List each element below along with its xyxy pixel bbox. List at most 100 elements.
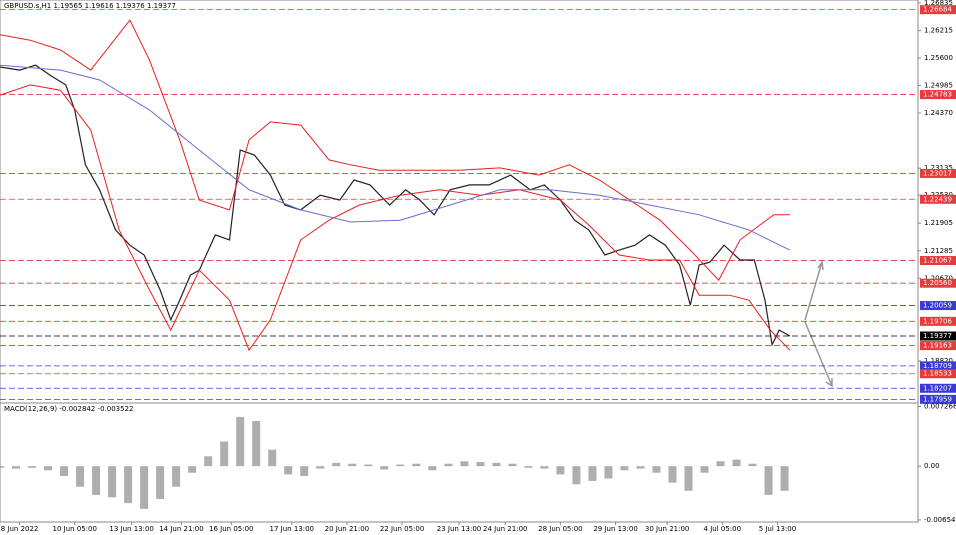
histogram-bar (28, 466, 37, 468)
level-label: 1.26684 (923, 6, 952, 14)
level-label: 1.21067 (923, 257, 952, 265)
level-label: 1.20560 (923, 279, 952, 287)
x-tick-label: 22 Jun 05:00 (380, 525, 424, 533)
histogram-bar (444, 463, 453, 467)
level-box (920, 394, 956, 404)
level-label: 1.24783 (923, 91, 952, 99)
histogram-bar (204, 456, 213, 467)
histogram-bar (684, 466, 693, 491)
level-box (920, 278, 956, 288)
level-box (920, 256, 956, 266)
histogram-bar (220, 441, 229, 467)
level-box (920, 301, 956, 311)
histogram-bar (524, 466, 533, 468)
histogram-bar (252, 421, 261, 467)
level-box (920, 5, 956, 15)
level-label: 1.22439 (923, 195, 952, 203)
y-tick-label: 1.24985 (924, 82, 953, 90)
y-tick-label: 1.23135 (924, 164, 953, 172)
histogram-bar (764, 466, 773, 495)
y-tick-label: 1.25600 (924, 54, 953, 62)
chart-title: GBPUSD.s,H1 1.19565 1.19616 1.19376 1.19… (4, 2, 176, 10)
histogram-bar (588, 466, 597, 481)
histogram-bar (460, 461, 469, 467)
histogram-bar (268, 449, 277, 467)
forecast-arrows (804, 259, 833, 388)
level-label: 1.18533 (923, 370, 952, 378)
x-tick-label: 20 Jun 21:00 (325, 525, 369, 533)
level-label: 1.19706 (923, 317, 952, 325)
x-tick-label: 10 Jun 05:00 (52, 525, 96, 533)
histogram-bar (748, 463, 757, 467)
x-tick-label: 14 Jun 21:00 (159, 525, 203, 533)
histogram-bar (12, 466, 21, 469)
histogram-bar (540, 466, 549, 469)
y-tick-label: -0.006547 (924, 516, 956, 524)
histogram-bar (508, 463, 517, 467)
level-label: 1.19163 (923, 342, 952, 350)
histogram-bar (700, 466, 709, 473)
histogram-bar (556, 466, 565, 475)
histogram-bar (396, 464, 405, 467)
histogram-bar (572, 466, 581, 485)
x-tick-label: 16 Jun 05:00 (209, 525, 253, 533)
level-box (920, 90, 956, 100)
histogram-bar (76, 466, 85, 487)
x-tick-label: 13 Jun 13:00 (109, 525, 153, 533)
histogram-bar (732, 459, 741, 467)
histogram-bar (108, 466, 117, 498)
histogram-bar (284, 466, 293, 475)
level-box (920, 361, 956, 371)
y-tick-label: 1.20670 (924, 274, 953, 282)
level-box (920, 168, 956, 178)
level-label: 1.18207 (923, 384, 952, 392)
level-label: 1.19377 (923, 332, 952, 340)
histogram-bar (668, 466, 677, 483)
histogram-bar (316, 466, 325, 469)
y-tick-label: 1.26215 (924, 27, 953, 35)
plot-frame (0, 0, 919, 523)
x-tick-label: 8 Jun 2022 (1, 525, 39, 533)
histogram-bar (652, 466, 661, 473)
level-label: 1.17959 (923, 395, 952, 403)
histogram-bar (380, 466, 389, 470)
series-line (0, 64, 791, 251)
y-tick-label: 1.21905 (924, 219, 953, 227)
histogram-bar (156, 466, 165, 500)
series-line (0, 64, 791, 347)
level-box (920, 341, 956, 351)
level-box (920, 316, 956, 326)
histogram-bar (348, 463, 357, 467)
histogram-bar (124, 466, 133, 504)
y-tick-label: 1.26835 (924, 0, 953, 7)
histogram-bar (172, 466, 181, 487)
histogram-bar (780, 466, 789, 491)
histogram-bar (92, 466, 101, 495)
histogram-bar (476, 462, 485, 467)
level-box (920, 383, 956, 393)
histogram-bar (636, 466, 645, 469)
level-box (920, 331, 956, 341)
histogram-bar (412, 463, 421, 467)
x-tick-label: 30 Jun 21:00 (645, 525, 689, 533)
x-tick-label: 17 Jun 13:00 (270, 525, 314, 533)
series-line (0, 19, 790, 281)
x-tick-label: 29 Jun 13:00 (593, 525, 637, 533)
level-label: 1.23017 (923, 169, 952, 177)
y-tick-label: 1.21285 (924, 247, 953, 255)
histogram-bar (44, 466, 53, 471)
x-tick-label: 28 Jun 05:00 (538, 525, 582, 533)
x-tick-label: 4 Jul 05:00 (704, 525, 742, 533)
histogram-bar (492, 462, 501, 467)
histogram-bar (716, 461, 725, 467)
y-tick-label: 0.00 (924, 462, 940, 470)
indicator-title: MACD(12,26,9) -0.002842 -0.003522 (4, 405, 133, 413)
level-box (920, 369, 956, 379)
histogram-bar (236, 416, 245, 467)
histogram-bar (188, 466, 197, 473)
x-tick-label: 23 Jun 13:00 (437, 525, 481, 533)
level-label: 1.18709 (923, 362, 952, 370)
histogram-bar (604, 466, 613, 479)
histogram-bar (620, 466, 629, 471)
